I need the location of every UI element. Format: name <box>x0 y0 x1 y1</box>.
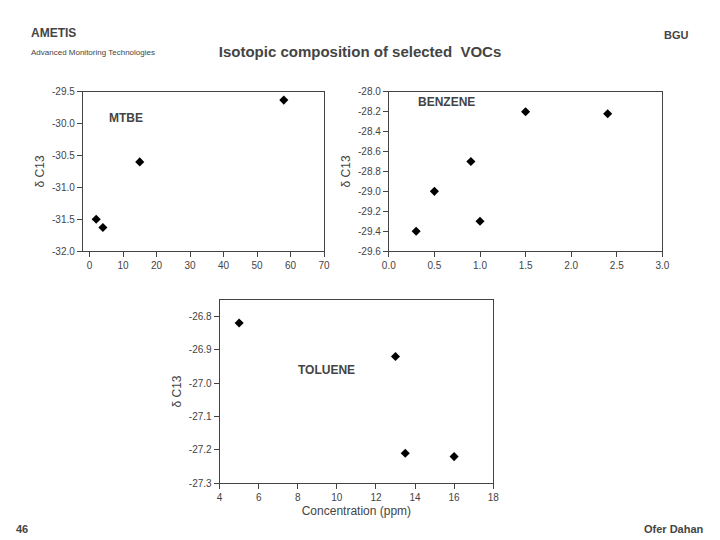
svg-text:-28.2: -28.2 <box>358 106 381 117</box>
svg-text:-28.6: -28.6 <box>358 146 381 157</box>
svg-text:-27.2: -27.2 <box>189 444 212 455</box>
svg-text:30: 30 <box>184 260 196 271</box>
svg-text:60: 60 <box>285 260 297 271</box>
svg-text:δ C13: δ C13 <box>170 375 184 407</box>
svg-text:δ C13: δ C13 <box>339 155 353 187</box>
svg-text:14: 14 <box>409 492 421 503</box>
svg-text:-28.8: -28.8 <box>358 166 381 177</box>
svg-text:70: 70 <box>318 260 330 271</box>
svg-text:46: 46 <box>16 523 28 535</box>
svg-text:40: 40 <box>218 260 230 271</box>
svg-text:-26.8: -26.8 <box>189 311 212 322</box>
svg-text:2.5: 2.5 <box>610 260 624 271</box>
svg-text:MTBE: MTBE <box>109 111 143 125</box>
svg-text:20: 20 <box>151 260 163 271</box>
svg-text:6: 6 <box>256 492 262 503</box>
svg-text:10: 10 <box>331 492 343 503</box>
svg-text:16: 16 <box>449 492 461 503</box>
svg-text:Isotopic composition of select: Isotopic composition of selected VOCs <box>219 43 502 60</box>
svg-text:1.0: 1.0 <box>473 260 487 271</box>
svg-text:-29.2: -29.2 <box>358 206 381 217</box>
svg-text:-29.5: -29.5 <box>52 86 75 97</box>
svg-text:TOLUENE: TOLUENE <box>298 363 355 377</box>
svg-text:-30.5: -30.5 <box>52 150 75 161</box>
svg-text:Advanced Monitoring Technologi: Advanced Monitoring Technologies <box>31 48 155 57</box>
svg-text:Ofer Dahan: Ofer Dahan <box>644 523 704 535</box>
svg-text:-27.1: -27.1 <box>189 411 212 422</box>
svg-text:-27.0: -27.0 <box>189 378 212 389</box>
svg-text:δ C13: δ C13 <box>33 155 47 187</box>
svg-text:-30.0: -30.0 <box>52 118 75 129</box>
svg-text:-28.4: -28.4 <box>358 126 381 137</box>
svg-text:4: 4 <box>217 492 223 503</box>
svg-text:Concentration (ppm): Concentration (ppm) <box>302 504 411 518</box>
svg-text:-29.4: -29.4 <box>358 226 381 237</box>
svg-text:8: 8 <box>295 492 301 503</box>
svg-text:BENZENE: BENZENE <box>418 95 475 109</box>
svg-text:-29.6: -29.6 <box>358 246 381 257</box>
svg-text:3.0: 3.0 <box>655 260 669 271</box>
svg-text:-31.5: -31.5 <box>52 214 75 225</box>
svg-text:AMETIS: AMETIS <box>31 26 76 40</box>
svg-text:50: 50 <box>251 260 263 271</box>
svg-text:-26.9: -26.9 <box>189 344 212 355</box>
svg-text:-29.0: -29.0 <box>358 186 381 197</box>
svg-text:18: 18 <box>488 492 500 503</box>
svg-text:BGU: BGU <box>664 29 689 41</box>
svg-text:12: 12 <box>370 492 382 503</box>
svg-text:-27.3: -27.3 <box>189 478 212 489</box>
svg-text:-32.0: -32.0 <box>52 246 75 257</box>
svg-text:0.5: 0.5 <box>427 260 441 271</box>
svg-text:1.5: 1.5 <box>519 260 533 271</box>
svg-text:2.0: 2.0 <box>564 260 578 271</box>
svg-text:0: 0 <box>87 260 93 271</box>
svg-text:-28.0: -28.0 <box>358 86 381 97</box>
svg-text:-31.0: -31.0 <box>52 182 75 193</box>
svg-text:10: 10 <box>117 260 129 271</box>
svg-text:0.0: 0.0 <box>382 260 396 271</box>
